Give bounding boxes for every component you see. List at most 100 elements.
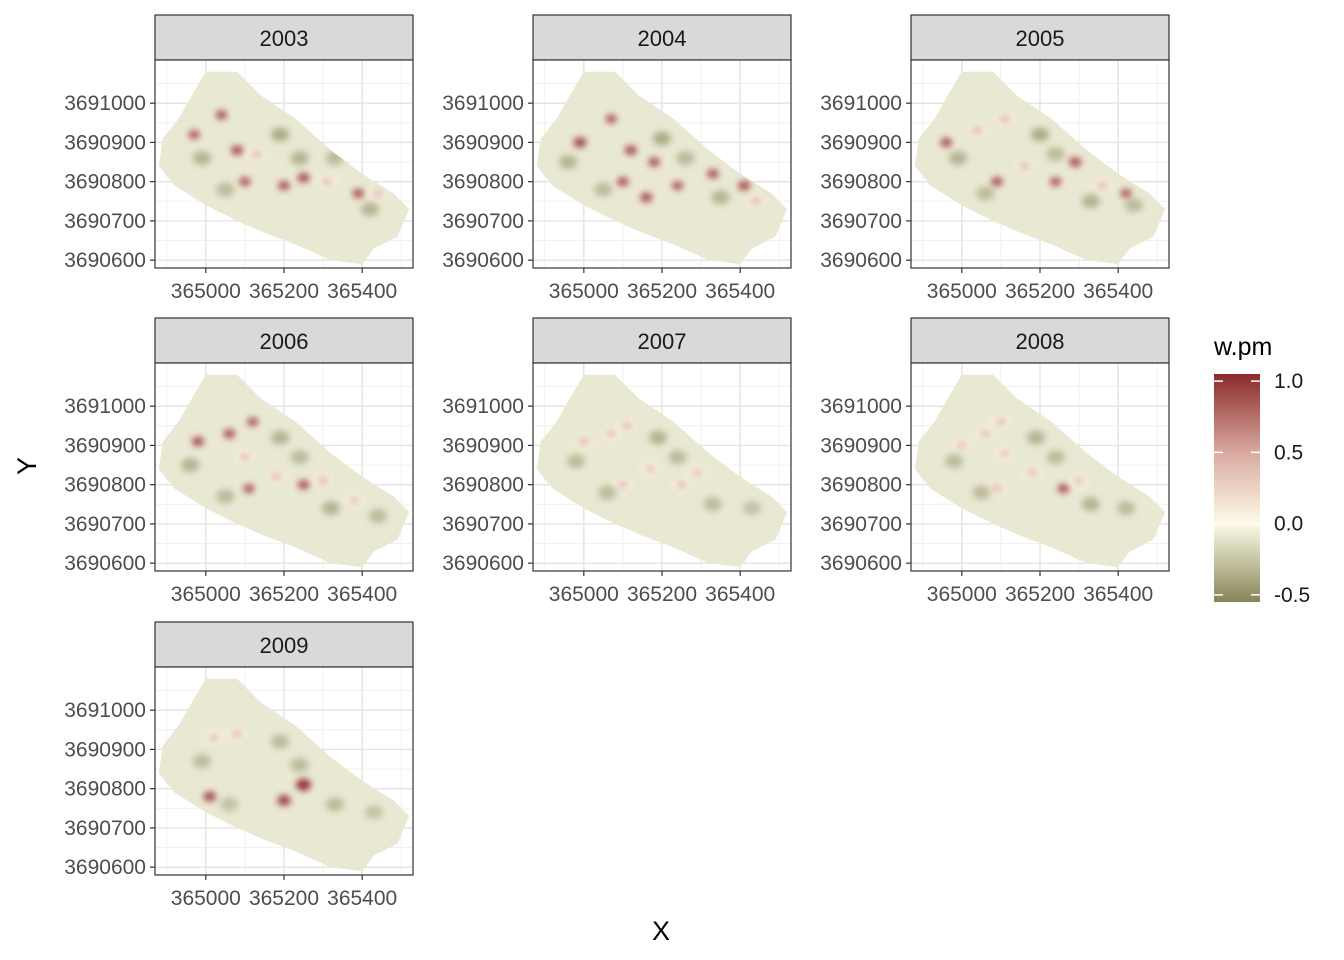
legend: w.pm 1.0 0.5 0.0 -0.5 [1213, 333, 1310, 607]
y-tick-label: 3690700 [442, 210, 524, 233]
raster-cell [1046, 147, 1065, 162]
x-tick-label: 365000 [927, 280, 997, 303]
raster-cell [1081, 194, 1100, 209]
raster-cell [971, 125, 984, 136]
x-tick-label: 365000 [549, 583, 619, 606]
raster-cell [594, 182, 613, 197]
raster-cell [371, 188, 385, 199]
raster-cell [238, 176, 252, 187]
y-tick-label: 3690700 [820, 210, 902, 233]
y-tick-label: 3690900 [64, 738, 146, 761]
x-tick-label: 365200 [249, 280, 319, 303]
raster-cell [1096, 180, 1109, 191]
x-tick-label: 365200 [249, 583, 319, 606]
raster-cell [1018, 160, 1031, 172]
legend-label: -0.5 [1274, 584, 1310, 607]
raster-cell [649, 430, 668, 445]
raster-cell [972, 485, 991, 500]
raster-cell [214, 109, 229, 121]
raster-cell [316, 475, 330, 486]
facet-strip [154, 621, 414, 668]
raster-cell [207, 732, 220, 743]
raster-cell [567, 454, 585, 469]
raster-cell [1124, 198, 1143, 213]
x-axis: 365000 365200 365400 [927, 268, 1153, 303]
x-tick-label: 365400 [327, 280, 397, 303]
study-region [536, 71, 788, 265]
facet-strip [154, 317, 414, 364]
facet-panel-2004: 2004369100036909003690800369070036906003… [442, 14, 792, 303]
raster-cell [1031, 127, 1049, 142]
x-tick-label: 365000 [171, 887, 241, 910]
raster-cell [749, 196, 763, 207]
x-tick-label: 365200 [627, 280, 697, 303]
x-axis: 365000 365200 365400 [171, 571, 397, 606]
study-region [158, 374, 410, 568]
y-tick-label: 3690700 [64, 210, 146, 233]
x-tick-label: 365000 [171, 583, 241, 606]
x-axis: 365000 365200 365400 [171, 268, 397, 303]
raster-cell [1025, 467, 1039, 478]
x-tick-label: 365200 [249, 887, 319, 910]
raster-cell [181, 458, 200, 473]
raster-cell [1049, 176, 1063, 187]
facet-strip [154, 14, 414, 61]
raster-cell [598, 485, 617, 500]
raster-cell [979, 428, 992, 439]
y-tick-label: 3690700 [442, 513, 524, 536]
raster-cell [604, 428, 618, 439]
raster-cell [939, 137, 953, 148]
y-tick-label: 3690800 [442, 474, 524, 497]
raster-cell [623, 144, 638, 156]
y-axis: 3691000 3690900 3690800 3690700 3690600 [820, 92, 911, 272]
y-tick-label: 3690800 [64, 171, 146, 194]
raster-cell [230, 728, 244, 739]
raster-cell [1056, 483, 1071, 494]
raster-cell [620, 420, 634, 431]
x-tick-label: 365400 [327, 583, 397, 606]
raster-cell [690, 467, 704, 478]
raster-cell [604, 113, 618, 125]
y-tick-label: 3690800 [442, 171, 524, 194]
raster-cell [703, 497, 722, 512]
x-axis: 365000 365200 365400 [549, 268, 775, 303]
raster-cell [202, 790, 217, 803]
raster-cell [191, 435, 205, 447]
raster-cells [937, 111, 1143, 213]
y-tick-label: 3690700 [64, 513, 146, 536]
raster-cell [559, 155, 578, 170]
raster-cell [296, 479, 311, 491]
y-axis-title: Y [12, 457, 42, 475]
y-tick-label: 3690600 [64, 249, 146, 272]
raster-cell [1027, 430, 1046, 445]
y-axis: 3691000 3690900 3690800 3690700 3690600 [820, 395, 911, 575]
y-tick-label: 3691000 [64, 92, 146, 115]
raster-cell [616, 176, 630, 188]
facet-strip-label: 2004 [638, 26, 687, 51]
facet-panel-2006: 2006369100036909003690800369070036906003… [64, 317, 414, 606]
raster-cells [181, 414, 387, 524]
x-tick-label: 365200 [1005, 583, 1075, 606]
raster-cell [320, 176, 334, 187]
raster-cell [1119, 188, 1133, 199]
raster-cell [220, 797, 239, 812]
facet-strip-label: 2006 [260, 329, 309, 354]
facet-strip-label: 2007 [638, 329, 687, 354]
y-tick-label: 3690600 [442, 249, 524, 272]
x-tick-label: 365400 [705, 583, 775, 606]
x-tick-label: 365000 [927, 583, 997, 606]
raster-cell [706, 168, 720, 180]
study-region [914, 71, 1166, 265]
legend-label: 0.5 [1274, 441, 1303, 464]
facet-strip-label: 2003 [260, 26, 309, 51]
y-tick-label: 3690700 [820, 513, 902, 536]
y-tick-label: 3690900 [820, 131, 902, 154]
raster-cell [364, 805, 383, 820]
raster-cells [945, 414, 1135, 516]
raster-cell [644, 464, 657, 474]
y-tick-label: 3690600 [820, 552, 902, 575]
raster-cell [277, 180, 291, 191]
raster-cell [271, 430, 290, 445]
y-tick-label: 3691000 [442, 395, 524, 418]
raster-cell [271, 734, 290, 749]
